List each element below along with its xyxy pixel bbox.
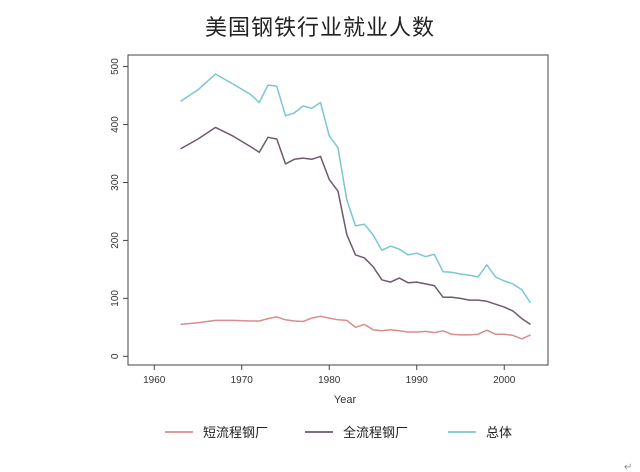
plot-frame: [127, 54, 549, 366]
chart-title: 美国钢铁行业就业人数: [205, 16, 435, 41]
x-tick-label: 1990: [406, 375, 429, 386]
x-tick-label: 1960: [143, 375, 166, 386]
y-tick-label: 0: [110, 353, 121, 359]
y-tick-label: 300: [110, 174, 121, 191]
y-tick-label: 500: [110, 58, 121, 75]
series-line-1: [180, 315, 531, 340]
y-tick-label: 400: [110, 116, 121, 133]
x-axis: 1960 1970 1980 1990 2000: [143, 365, 516, 386]
x-tick-label: 1970: [231, 375, 254, 386]
y-tick-label: 100: [110, 290, 121, 307]
series-line-3: [180, 73, 532, 304]
x-tick-label: 2000: [493, 375, 516, 386]
legend-label-1: 短流程钢厂: [203, 426, 268, 441]
y-axis: 0 100 200 300 400 500: [110, 58, 128, 359]
y-tick-label: 200: [110, 232, 121, 249]
series-lines: [180, 73, 532, 340]
x-axis-label: Year: [334, 394, 357, 406]
page-mark: ↵: [624, 462, 632, 472]
legend-label-2: 全流程钢厂: [343, 425, 408, 441]
legend-label-3: 总体: [486, 426, 512, 441]
legend: 短流程钢厂 全流程钢厂 总体: [165, 425, 512, 441]
series-line-2: [180, 126, 531, 326]
x-tick-label: 1980: [318, 375, 341, 386]
